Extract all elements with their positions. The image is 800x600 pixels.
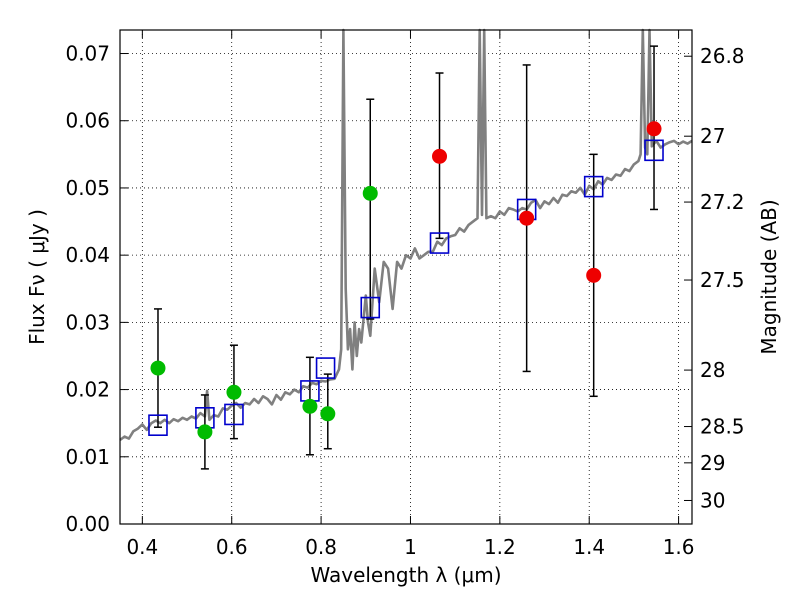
right-axis-label: Magnitude (AB) <box>757 199 781 354</box>
right-tick-label: 26.8 <box>700 44 745 68</box>
model-photometry-square <box>148 414 168 437</box>
green-data-point <box>362 185 378 201</box>
y-tick-label: 0.00 <box>65 512 110 536</box>
model-photometry-square <box>644 139 664 162</box>
x-tick-label: 0.8 <box>305 535 337 559</box>
right-tick-label: 30 <box>700 488 725 512</box>
red-data-point <box>519 210 535 226</box>
right-tick-label: 27.5 <box>700 268 745 292</box>
x-tick-label: 1.6 <box>663 535 695 559</box>
x-tick-label: 1 <box>404 535 417 559</box>
x-axis-label: Wavelength λ (μm) <box>310 563 501 587</box>
green-data-point <box>302 398 318 414</box>
model-photometry-square <box>224 403 244 426</box>
model-photometry-square <box>315 357 336 379</box>
x-tick-label: 1.4 <box>573 535 605 559</box>
y-tick-label: 0.07 <box>65 42 110 66</box>
red-data-point <box>432 148 448 164</box>
y-tick-label: 0.04 <box>65 243 110 267</box>
right-tick-label: 28 <box>700 358 725 382</box>
model-photometry-square <box>360 296 381 319</box>
green-data-point <box>150 360 166 376</box>
y-tick-label: 0.06 <box>65 109 110 133</box>
red-data-point <box>586 267 602 283</box>
right-tick-label: 27 <box>700 124 725 148</box>
y-axis-label: Flux Fν ( μJy ) <box>25 209 49 345</box>
y-tick-label: 0.01 <box>65 445 110 469</box>
spectrum-layer <box>119 28 693 442</box>
green-data-point <box>197 424 213 440</box>
right-tick-label: 27.2 <box>700 190 745 214</box>
right-tick-label: 29 <box>700 451 725 475</box>
y-tick-label: 0.02 <box>65 378 110 402</box>
model-photometry-square <box>583 175 604 198</box>
model-photometry-square <box>429 232 450 254</box>
tick-layer: 0.4 0.6 0.8 1 1.2 1.4 1.6 0.00 0.01 0.02 0.03 0.04 0… <box>65 30 745 559</box>
y-tick-label: 0.05 <box>65 176 110 200</box>
right-tick-label: 28.5 <box>700 415 745 439</box>
marker-layer <box>148 121 664 440</box>
x-tick-label: 0.4 <box>126 535 158 559</box>
x-tick-label: 0.6 <box>216 535 248 559</box>
red-data-point <box>646 121 662 137</box>
spectrum-line <box>119 28 693 442</box>
x-tick-label: 1.2 <box>484 535 516 559</box>
green-data-point <box>226 384 242 400</box>
green-data-point <box>320 406 336 422</box>
plot-frame <box>119 29 693 525</box>
y-tick-label: 0.03 <box>65 310 110 334</box>
